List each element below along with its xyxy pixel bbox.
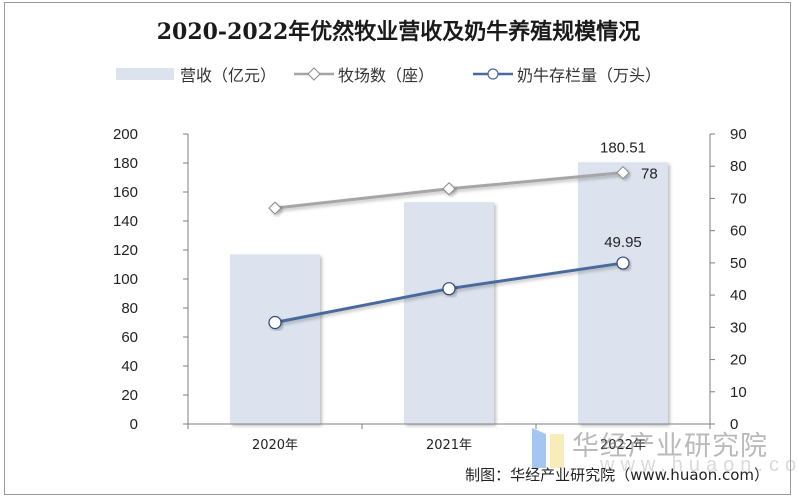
bar-2021年 — [404, 202, 494, 424]
legend-item-revenue: 营收（亿元） — [116, 62, 276, 86]
right-axis-tick: 30 — [730, 319, 747, 336]
left-axis-tick: 180 — [113, 155, 138, 172]
watermark-name: 华经产业研究院 — [572, 431, 768, 462]
right-axis-tick: 40 — [730, 287, 747, 304]
source-note: 制图：华经产业研究院（www.huaon.com） — [465, 466, 769, 484]
data-label-farms: 78 — [641, 166, 658, 183]
right-axis-tick: 0 — [730, 416, 738, 433]
left-axis-tick: 100 — [113, 271, 138, 288]
data-label-cattle: 49.95 — [604, 234, 642, 251]
diamond-marker-icon — [268, 201, 282, 215]
right-axis-tick: 50 — [730, 255, 747, 272]
left-axis-tick: 20 — [121, 387, 138, 404]
revenue-bars — [230, 162, 668, 424]
left-axis-tick: 160 — [113, 184, 138, 201]
left-axis-tick: 0 — [130, 416, 138, 433]
left-axis-tick: 140 — [113, 213, 138, 230]
chart-title: 2020-2022年优然牧业营收及奶牛养殖规模情况 — [156, 19, 641, 45]
right-axis-tick: 20 — [730, 352, 747, 369]
diamond-line-icon — [294, 67, 334, 81]
bar-2020年 — [230, 254, 320, 424]
watermark-logo-icon — [532, 428, 564, 468]
legend-label-cattle: 奶牛存栏量（万头） — [517, 66, 662, 85]
left-axis-tick: 120 — [113, 242, 138, 259]
x-axis-label: 2021年 — [426, 438, 472, 453]
x-axis-label: 2020年 — [252, 438, 298, 453]
axes: 0 20 40 60 80 100 120 140 160 180 200 0 10 20 30 40 50 60… — [113, 126, 747, 453]
line-series — [268, 165, 630, 330]
circle-line-icon — [473, 68, 513, 80]
left-axis-tick: 200 — [113, 126, 138, 143]
right-axis-tick: 10 — [730, 384, 747, 401]
right-axis-tick: 90 — [730, 126, 747, 143]
left-axis-tick: 40 — [121, 358, 138, 375]
diamond-marker-icon — [616, 165, 630, 180]
bar-swatch-icon — [116, 68, 174, 80]
left-axis-tick: 80 — [121, 300, 138, 317]
right-axis-tick: 60 — [730, 223, 747, 240]
left-axis-tick: 60 — [121, 329, 138, 346]
legend-item-farms: 牧场数（座） — [294, 62, 434, 86]
circle-marker-icon — [616, 256, 630, 270]
circle-marker-icon — [268, 315, 282, 330]
bar-2022年 — [578, 162, 668, 424]
circle-marker-icon — [442, 282, 456, 296]
x-axis-label: 2022年 — [600, 438, 646, 453]
legend-item-cattle: 奶牛存栏量（万头） — [473, 62, 661, 86]
right-axis-tick: 70 — [730, 190, 747, 207]
legend-label-revenue: 营收（亿元） — [180, 66, 277, 85]
legend: 营收（亿元） 牧场数（座） 奶牛存栏量（万头） — [0, 62, 797, 88]
data-label-revenue: 180.51 — [600, 139, 646, 156]
watermark-url: www.huaon.com — [600, 454, 797, 476]
diamond-marker-icon — [442, 182, 456, 196]
data-labels: 180.51 78 49.95 — [600, 139, 658, 251]
legend-label-farms: 牧场数（座） — [338, 66, 435, 85]
right-axis-tick: 80 — [730, 158, 747, 175]
